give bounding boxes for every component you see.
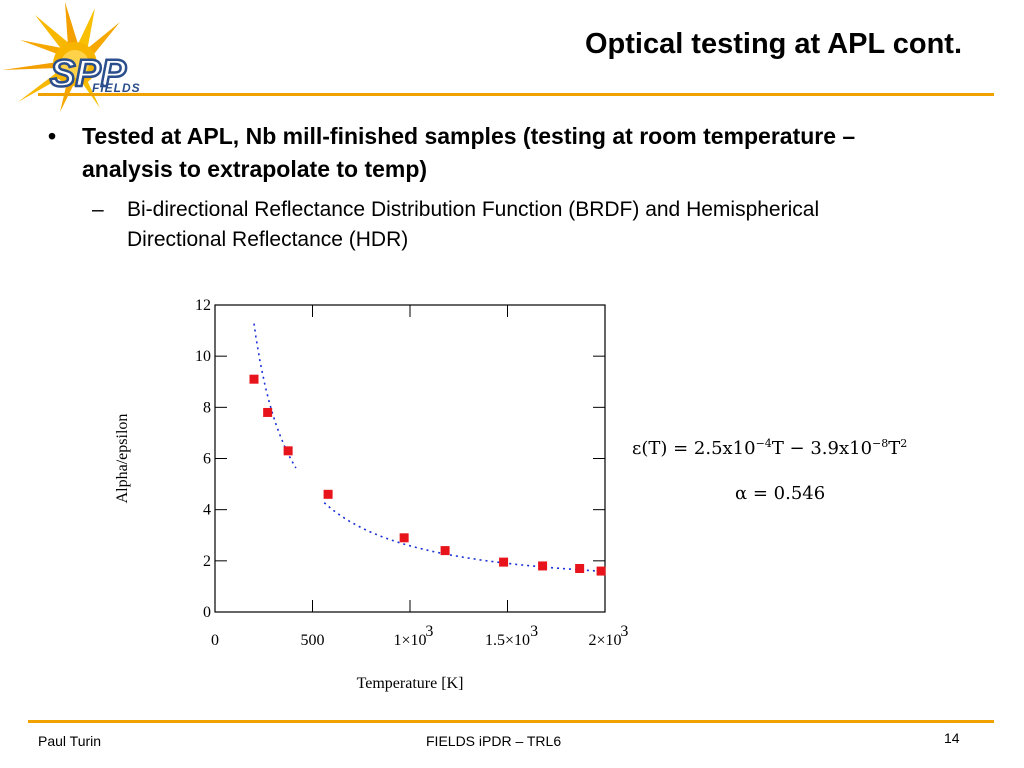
x-tick-label: 500 xyxy=(301,632,325,649)
x-axis-label: Temperature [K] xyxy=(357,675,464,692)
epsilon-formula: ε(T) = 2.5x10−4T − 3.9x10−8T2 xyxy=(632,437,907,459)
x-tick-label: 2×10 xyxy=(588,632,621,649)
spp-fields-logo: SPP FIELDS xyxy=(0,0,180,115)
sub-bullet-text: Bi-directional Reflectance Distribution … xyxy=(127,198,820,251)
x-tick-exponent: 3 xyxy=(620,623,628,640)
alpha-formula: α = 0.546 xyxy=(735,483,826,504)
sun-rays-icon xyxy=(2,2,120,112)
page-title: Optical testing at APL cont. xyxy=(584,28,962,60)
data-point xyxy=(283,446,293,456)
bullet-text: Tested at APL, Nb mill-finished samples … xyxy=(82,123,856,182)
sub-bullet-marker: – xyxy=(92,198,104,221)
data-point xyxy=(440,546,450,556)
footer-author: Paul Turin xyxy=(38,733,102,749)
y-tick-label: 10 xyxy=(195,348,211,365)
y-axis-label: Alpha/epsilon xyxy=(114,414,131,504)
fit-curve xyxy=(253,323,606,573)
x-tick-exponent: 3 xyxy=(425,623,433,640)
data-point xyxy=(538,561,548,571)
y-tick-label: 0 xyxy=(203,604,211,621)
x-tick-label: 1.5×10 xyxy=(485,632,530,649)
y-tick-label: 6 xyxy=(203,451,211,468)
formula-exponent: −8 xyxy=(872,437,889,450)
fit-curve-segment xyxy=(323,502,606,573)
formula-part: T xyxy=(888,438,901,459)
formula-exponent: −4 xyxy=(755,437,772,450)
sub-bullet-item: – Bi-directional Reflectance Distributio… xyxy=(92,195,852,255)
svg-text:SPP: SPP xyxy=(50,53,127,95)
data-point xyxy=(499,557,509,567)
bullet-item: • Tested at APL, Nb mill-finished sample… xyxy=(48,120,888,186)
formula-part: T − 3.9x10 xyxy=(771,438,873,459)
fit-curve-segment xyxy=(253,323,297,469)
data-points xyxy=(249,374,606,576)
x-tick-exponent: 3 xyxy=(530,623,538,640)
x-tick-label: 1×10 xyxy=(393,632,426,649)
x-tick-label: 0 xyxy=(211,632,219,649)
y-tick-label: 4 xyxy=(203,502,211,519)
footer-divider xyxy=(28,720,994,723)
data-point xyxy=(323,489,333,499)
data-point xyxy=(399,533,409,543)
page-number: 14 xyxy=(944,730,960,746)
header-divider xyxy=(38,93,994,96)
y-tick-label: 8 xyxy=(203,399,211,416)
axis-ticks xyxy=(214,304,606,613)
footer-title: FIELDS iPDR – TRL6 xyxy=(426,733,562,749)
data-point xyxy=(249,374,259,384)
y-tick-label: 2 xyxy=(203,553,211,570)
data-point xyxy=(575,564,585,574)
data-point xyxy=(263,407,273,417)
data-point xyxy=(596,566,606,576)
formula-part: ε(T) = 2.5x10 xyxy=(632,438,756,459)
y-tick-label: 12 xyxy=(195,297,211,314)
alpha-epsilon-chart: 0 2 4 6 8 10 12 0 500 1×10 3 1.5×10 3 2×10 3 Temperatu… xyxy=(100,290,640,715)
svg-text:FIELDS: FIELDS xyxy=(92,81,141,95)
bullet-marker: • xyxy=(48,123,57,149)
formula-exponent: 2 xyxy=(900,437,908,450)
